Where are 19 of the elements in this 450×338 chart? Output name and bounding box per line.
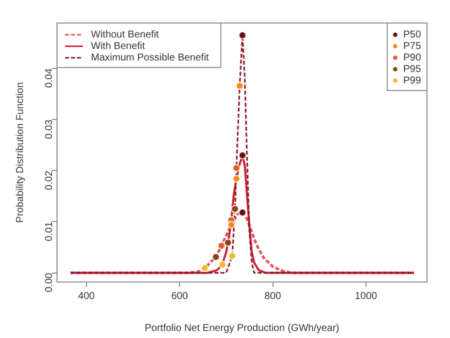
legend-label: P99	[403, 76, 422, 86]
y-tick-label: 0.03	[44, 119, 55, 140]
y-tick-label: 0.00	[44, 272, 55, 292]
x-tick-label: 1000	[354, 290, 378, 302]
x-tick-label: 800	[264, 290, 282, 302]
y-axis-title: Probability Distribution Function	[14, 82, 26, 223]
x-tick-label: 600	[171, 290, 188, 302]
legend-label: Maximum Possible Benefit	[91, 52, 210, 64]
legend-label: P90	[403, 52, 422, 64]
legend-label: P75	[403, 41, 422, 52]
legend-label: P95	[403, 64, 422, 75]
x-axis-title: Portfolio Net Energy Production (GWh/year)	[144, 322, 340, 334]
y-tick-label: 0.02	[44, 170, 55, 190]
x-tick-label: 400	[78, 290, 96, 302]
y-tick-label: 0.04	[44, 68, 55, 88]
legend-label: With Benefit	[91, 41, 146, 52]
legend-label: Without Benefit	[91, 30, 160, 40]
y-tick-label: 0.01	[44, 221, 55, 242]
legend-label: P50	[403, 30, 422, 40]
